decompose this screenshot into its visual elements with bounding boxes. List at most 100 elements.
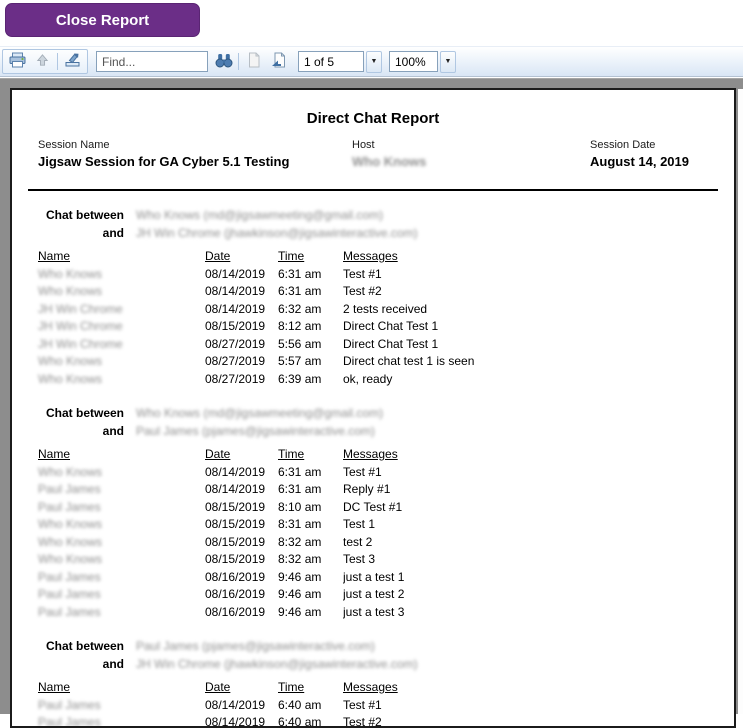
cell-message: DC Test #1 [343, 499, 403, 514]
cell-time: 8:31 am [278, 517, 322, 531]
cell-time: 8:32 am [278, 552, 322, 566]
session-date-value: August 14, 2019 [590, 154, 689, 169]
cell-date: 08/27/2019 [205, 371, 266, 386]
chat-and-row: and JH Win Chrome (jhawkinson@jigsawinte… [38, 224, 720, 242]
column-header: Time [278, 447, 305, 461]
and-label: and [102, 226, 124, 240]
chat-section: Chat between Who Knows (md@jigsawmeeting… [38, 206, 720, 389]
cell-date: 08/14/2019 [205, 464, 266, 479]
cell-message: just a test 1 [343, 569, 405, 584]
report-title: Direct Chat Report [306, 110, 440, 127]
chat-table: Name Date Time Messages Who Knows 08/14/… [38, 447, 720, 622]
chat-section: Chat between Who Knows (md@jigsawmeeting… [38, 404, 720, 622]
cell-message: Test #1 [343, 697, 382, 712]
cell-name: Who Knows [38, 552, 103, 566]
report-viewer-area: Direct Chat Report Session Name Jigsaw S… [0, 78, 743, 728]
cell-name: Paul James [38, 499, 101, 514]
scrollbar-track[interactable] [738, 89, 743, 714]
export-icon [64, 52, 81, 71]
previous-page-button[interactable] [241, 51, 266, 72]
chat-table: Name Date Time Messages Who Knows 08/14/… [38, 249, 720, 389]
next-page-icon [271, 52, 286, 71]
cell-name: JH Win Chrome [38, 336, 123, 351]
cell-date: 08/14/2019 [205, 284, 266, 298]
toolbar-separator [238, 53, 239, 70]
zoom-selector: 100% ▼ [389, 50, 456, 73]
cell-date: 08/27/2019 [205, 354, 266, 368]
find-input[interactable] [96, 51, 208, 72]
column-header: Date [205, 249, 231, 263]
participant-2: JH Win Chrome (jhawkinson@jigsawinteract… [136, 657, 418, 671]
session-name-label: Session Name [38, 139, 110, 151]
chat-table: Name Date Time Messages Paul James 08/14… [38, 680, 720, 728]
chat-between-label: Chat between [45, 639, 124, 653]
column-header: Messages [343, 680, 398, 694]
cell-time: 6:39 am [278, 371, 322, 386]
chat-between-label: Chat between [45, 406, 124, 420]
cell-name: Paul James [38, 569, 101, 584]
zoom-level[interactable]: 100% [389, 51, 438, 72]
session-date-field: Session Date August 14, 2019 [590, 139, 689, 169]
chat-and-row: and JH Win Chrome (jhawkinson@jigsawinte… [38, 655, 720, 673]
chat-between-row: Chat between Who Knows (md@jigsawmeeting… [38, 404, 720, 422]
cell-message: Direct Chat Test 1 [343, 336, 439, 351]
host-field: Host Who Knows [352, 139, 426, 169]
cell-time: 9:46 am [278, 587, 322, 601]
print-button[interactable] [5, 51, 30, 72]
cell-message: test 2 [343, 534, 373, 549]
participant-2: JH Win Chrome (jhawkinson@jigsawinteract… [136, 226, 418, 240]
cell-message: 2 tests received [343, 301, 428, 316]
cell-time: 6:31 am [278, 284, 322, 298]
close-report-button[interactable]: Close Report [5, 3, 200, 37]
column-header: Date [205, 680, 231, 694]
page-indicator[interactable]: 1 of 5 [298, 51, 364, 72]
find-next-button[interactable] [211, 51, 236, 72]
column-header: Messages [343, 249, 398, 263]
cell-date: 08/15/2019 [205, 534, 266, 549]
cell-time: 6:32 am [278, 301, 322, 316]
cell-message: Test #2 [343, 284, 382, 298]
chat-section: Chat between Paul James (pjames@jigsawin… [38, 637, 720, 728]
cell-date: 08/16/2019 [205, 604, 266, 619]
cell-date: 08/16/2019 [205, 587, 266, 601]
next-page-button[interactable] [266, 51, 291, 72]
cell-name: Who Knows [38, 354, 103, 368]
cell-message: ok, ready [343, 371, 393, 386]
cell-name: Who Knows [38, 517, 103, 531]
participant-2: Paul James (pjames@jigsawinteractive.com… [136, 424, 375, 438]
export-report-button[interactable] [60, 51, 85, 72]
cell-date: 08/14/2019 [205, 697, 266, 712]
report-toolbar: 1 of 5 ▼ 100% ▼ [0, 46, 743, 77]
page-dropdown-arrow-icon[interactable]: ▼ [366, 50, 382, 73]
cell-name: Paul James [38, 587, 101, 601]
cell-name: Paul James [38, 604, 101, 619]
participant-1: Who Knows (md@jigsawmeeting@gmail.com) [136, 406, 384, 420]
export-disabled-button[interactable] [30, 51, 55, 72]
cell-message: Test 1 [343, 517, 376, 531]
column-header: Time [278, 680, 305, 694]
participant-1: Who Knows (md@jigsawmeeting@gmail.com) [136, 208, 384, 222]
and-label: and [102, 424, 124, 438]
cell-message: just a test 2 [343, 587, 405, 601]
cell-date: 08/15/2019 [205, 517, 266, 531]
chat-between-row: Chat between Who Knows (md@jigsawmeeting… [38, 206, 720, 224]
up-arrow-icon [35, 53, 50, 71]
cell-message: Test #2 [343, 715, 382, 728]
column-header: Date [205, 447, 231, 461]
column-header: Name [38, 447, 71, 461]
host-label: Host [352, 139, 375, 151]
cell-message: Direct Chat Test 1 [343, 319, 439, 333]
cell-date: 08/16/2019 [205, 569, 266, 584]
report-header-fields: Session Name Jigsaw Session for GA Cyber… [12, 137, 734, 187]
participant-1: Paul James (pjames@jigsawinteractive.com… [136, 639, 375, 653]
chat-between-label: Chat between [45, 208, 124, 222]
and-label: and [102, 657, 124, 671]
cell-name: Who Knows [38, 371, 103, 386]
cell-time: 6:40 am [278, 697, 322, 712]
column-header: Time [278, 249, 305, 263]
zoom-dropdown-arrow-icon[interactable]: ▼ [440, 50, 456, 73]
cell-time: 9:46 am [278, 604, 322, 619]
cell-date: 08/15/2019 [205, 552, 266, 566]
cell-name: JH Win Chrome [38, 301, 123, 316]
cell-message: Reply #1 [343, 482, 391, 496]
